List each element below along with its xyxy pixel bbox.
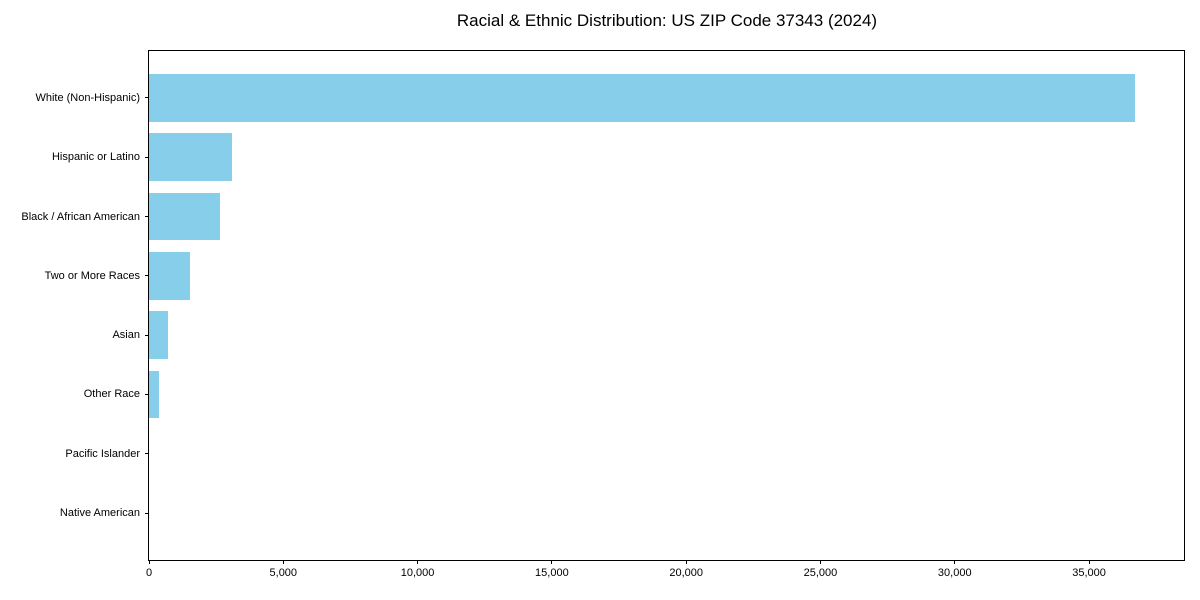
x-tick-label-15000: 15,000 — [535, 567, 569, 579]
bar-white-non-hispanic — [149, 74, 1135, 122]
y-tick-label-black-african-american: Black / African American — [21, 210, 140, 223]
x-tick-mark — [551, 560, 553, 564]
x-tick-mark — [819, 560, 821, 564]
bar-hispanic-or-latino — [149, 133, 232, 181]
x-tick-label-0: 0 — [145, 567, 153, 579]
x-tick-mark — [282, 560, 284, 564]
chart-title: Racial & Ethnic Distribution: US ZIP Cod… — [456, 11, 878, 30]
y-tick-mark — [145, 453, 149, 455]
plot-area: White (Non-Hispanic) Hispanic or Latino Bl… — [21, 50, 1185, 579]
y-tick-label-other-race: Other Race — [83, 388, 140, 401]
y-tick-mark — [145, 275, 149, 277]
y-tick-label-native-american: Native American — [59, 507, 140, 520]
x-tick-label-30000: 30,000 — [937, 567, 972, 579]
x-tick-label-25000: 25,000 — [803, 567, 838, 579]
x-tick-label-5000: 5,000 — [269, 567, 298, 579]
bar-asian — [149, 311, 169, 359]
x-tick-mark — [417, 560, 419, 564]
y-tick-label-asian: Asian — [112, 329, 140, 342]
x-tick-mark — [954, 560, 956, 564]
x-tick-label-35000: 35,000 — [1072, 567, 1106, 579]
bar-two-or-more-races — [149, 252, 190, 300]
x-tick-label-10000: 10,000 — [400, 567, 435, 579]
x-tick-label-20000: 20,000 — [669, 567, 703, 579]
y-tick-mark — [145, 156, 149, 158]
y-tick-label-pacific-islander: Pacific Islander — [65, 447, 140, 460]
y-tick-label-two-or-more-races: Two or More Races — [44, 269, 140, 282]
x-tick-mark — [148, 560, 150, 564]
y-tick-mark — [145, 97, 149, 99]
bar-other-race — [149, 370, 160, 419]
y-tick-mark — [145, 512, 149, 514]
y-tick-label-white-non-hispanic: White (Non-Hispanic) — [35, 91, 140, 104]
y-tick-mark — [145, 334, 149, 336]
bar-black-african-american — [149, 192, 220, 241]
y-tick-mark — [145, 393, 149, 395]
y-tick-label-hispanic-or-latino: Hispanic or Latino — [51, 151, 140, 164]
x-tick-mark — [685, 560, 687, 564]
x-tick-mark — [1088, 560, 1090, 564]
y-tick-mark — [145, 216, 149, 217]
